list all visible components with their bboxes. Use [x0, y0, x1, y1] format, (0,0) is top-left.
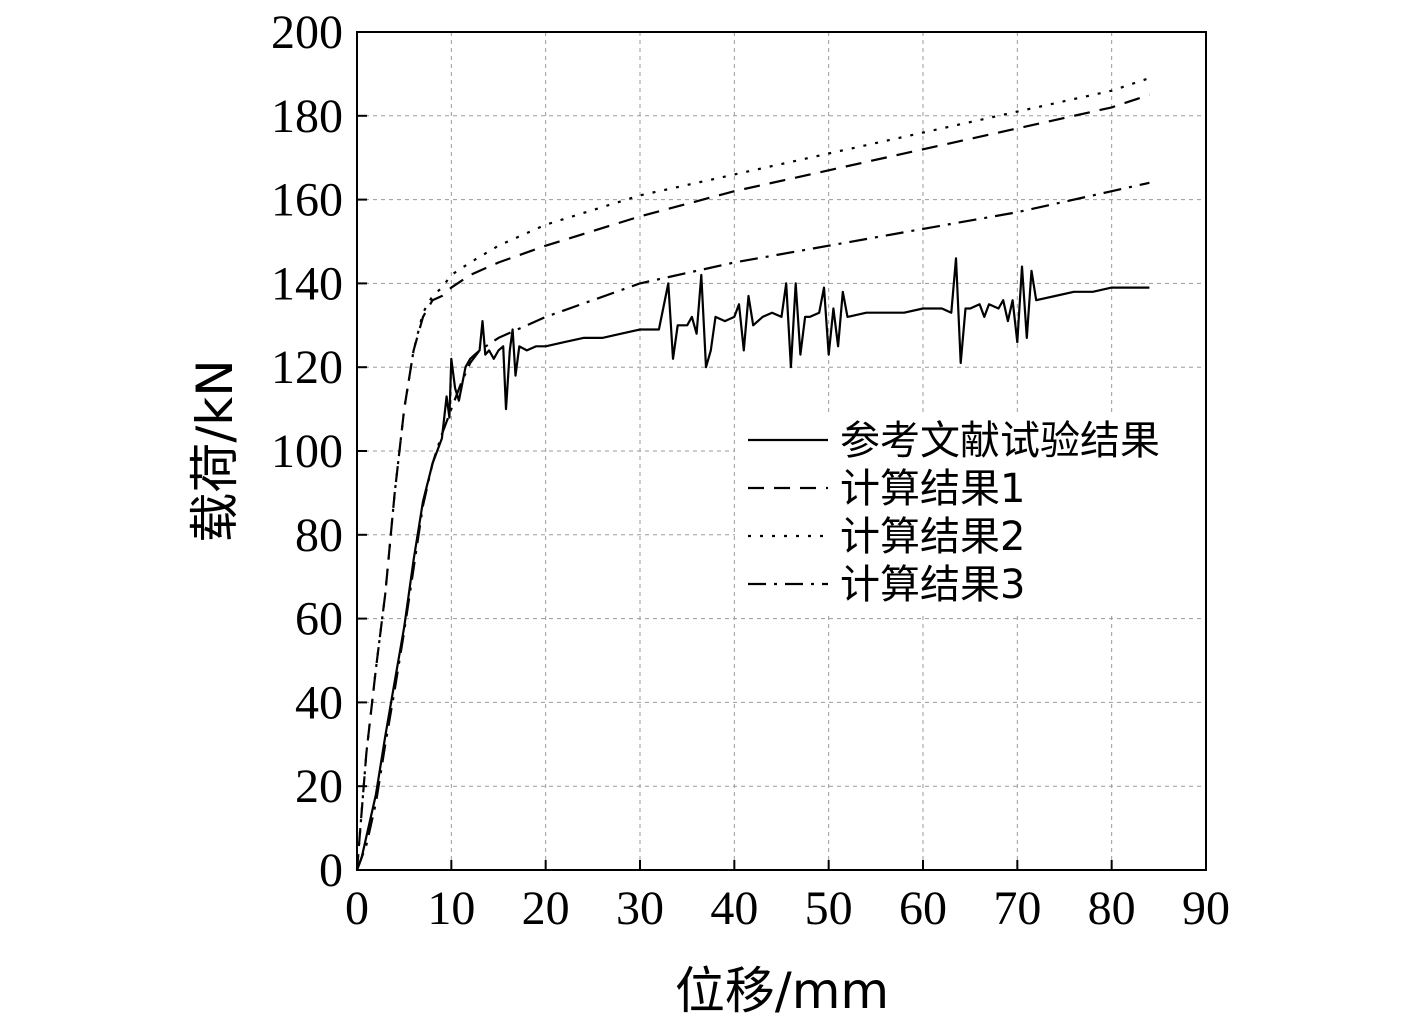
legend-label-2: 计算结果1 [840, 466, 1025, 512]
y-tick-label-20: 20 [295, 760, 343, 813]
legend-label-4: 计算结果3 [840, 562, 1025, 608]
x-tick-label-80: 80 [1088, 882, 1136, 935]
x-tick-label-70: 70 [993, 882, 1041, 935]
legend-label-3: 计算结果2 [840, 514, 1025, 560]
x-tick-label-40: 40 [710, 882, 758, 935]
y-tick-label-80: 80 [295, 509, 343, 562]
tick-labels: 0 10 20 30 40 50 60 70 80 90 0 20 40 60 80 100 120 140 160… [271, 6, 1230, 935]
y-tick-label-40: 40 [295, 676, 343, 729]
y-tick-label-120: 120 [271, 341, 343, 394]
x-tick-label-50: 50 [805, 882, 853, 935]
y-axis-title: 载荷/kN [186, 359, 244, 542]
x-tick-label-30: 30 [616, 882, 664, 935]
x-tick-label-0: 0 [345, 882, 369, 935]
x-axis-title: 位移/mm [675, 962, 889, 1020]
series-lines [355, 77, 1150, 871]
x-tick-label-90: 90 [1182, 882, 1230, 935]
x-tick-label-60: 60 [899, 882, 947, 935]
series-line-4 [355, 181, 1150, 871]
y-tick-label-60: 60 [295, 593, 343, 646]
x-tick-label-10: 10 [427, 882, 475, 935]
x-tick-label-20: 20 [522, 882, 570, 935]
series-line-1 [355, 257, 1150, 871]
y-tick-label-200: 200 [271, 6, 343, 59]
y-tick-label-180: 180 [271, 90, 343, 143]
y-tick-label-140: 140 [271, 257, 343, 310]
y-tick-label-100: 100 [271, 425, 343, 478]
y-tick-label-160: 160 [271, 174, 343, 227]
legend-background [735, 415, 1205, 615]
y-tick-label-0: 0 [319, 844, 343, 897]
legend-label-1: 参考文献试验结果 [840, 418, 1160, 464]
axis-ticks [356, 31, 1207, 871]
series-line-2 [355, 93, 1150, 871]
